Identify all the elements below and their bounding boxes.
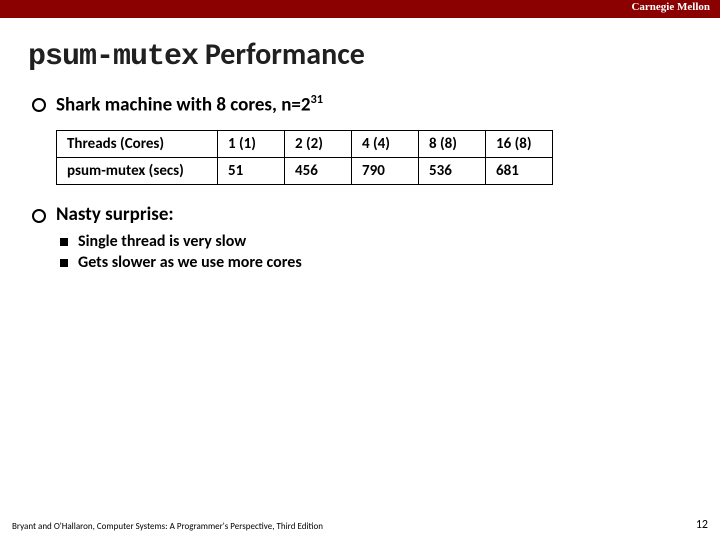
col-header: 2 (2) (285, 131, 352, 158)
bullet-context-exp: 31 (311, 92, 324, 107)
title-rest: Performance (198, 36, 365, 73)
col-header: 1 (1) (218, 131, 285, 158)
cell: 536 (419, 158, 486, 185)
bullet-surprise: Nasty surprise: Single thread is very sl… (28, 203, 692, 272)
performance-table: Threads (Cores) 1 (1) 2 (2) 4 (4) 8 (8) … (56, 130, 553, 185)
cell: 681 (486, 158, 553, 185)
sub-bullet: Single thread is very slow (56, 232, 692, 251)
cell: 456 (285, 158, 352, 185)
col-header: Threads (Cores) (57, 131, 218, 158)
col-header: 4 (4) (352, 131, 419, 158)
bullet-surprise-text: Nasty surprise: (56, 203, 174, 226)
slide-title: psum-mutex Performance (28, 36, 720, 74)
cell: 790 (352, 158, 419, 185)
cell: 51 (218, 158, 285, 185)
bullet-context: Shark machine with 8 cores, n=231 (28, 92, 692, 116)
slide-body: Shark machine with 8 cores, n=231 Thread… (28, 92, 692, 272)
sub-bullet: Gets slower as we use more cores (56, 253, 692, 272)
row-label: psum-mutex (secs) (57, 158, 218, 185)
table-data-row: psum-mutex (secs) 51 456 790 536 681 (57, 158, 553, 185)
page-number: 12 (696, 518, 708, 532)
footer-citation: Bryant and O'Hallaron, Computer Systems:… (12, 521, 323, 532)
title-mono: psum-mutex (28, 40, 198, 74)
col-header: 8 (8) (419, 131, 486, 158)
table-header-row: Threads (Cores) 1 (1) 2 (2) 4 (4) 8 (8) … (57, 131, 553, 158)
bullet-context-text: Shark machine with 8 cores, n=2 (56, 93, 311, 116)
university-label: Carnegie Mellon (631, 1, 710, 13)
footer: Bryant and O'Hallaron, Computer Systems:… (12, 518, 708, 532)
header-bar: Carnegie Mellon (0, 0, 720, 18)
col-header: 16 (8) (486, 131, 553, 158)
